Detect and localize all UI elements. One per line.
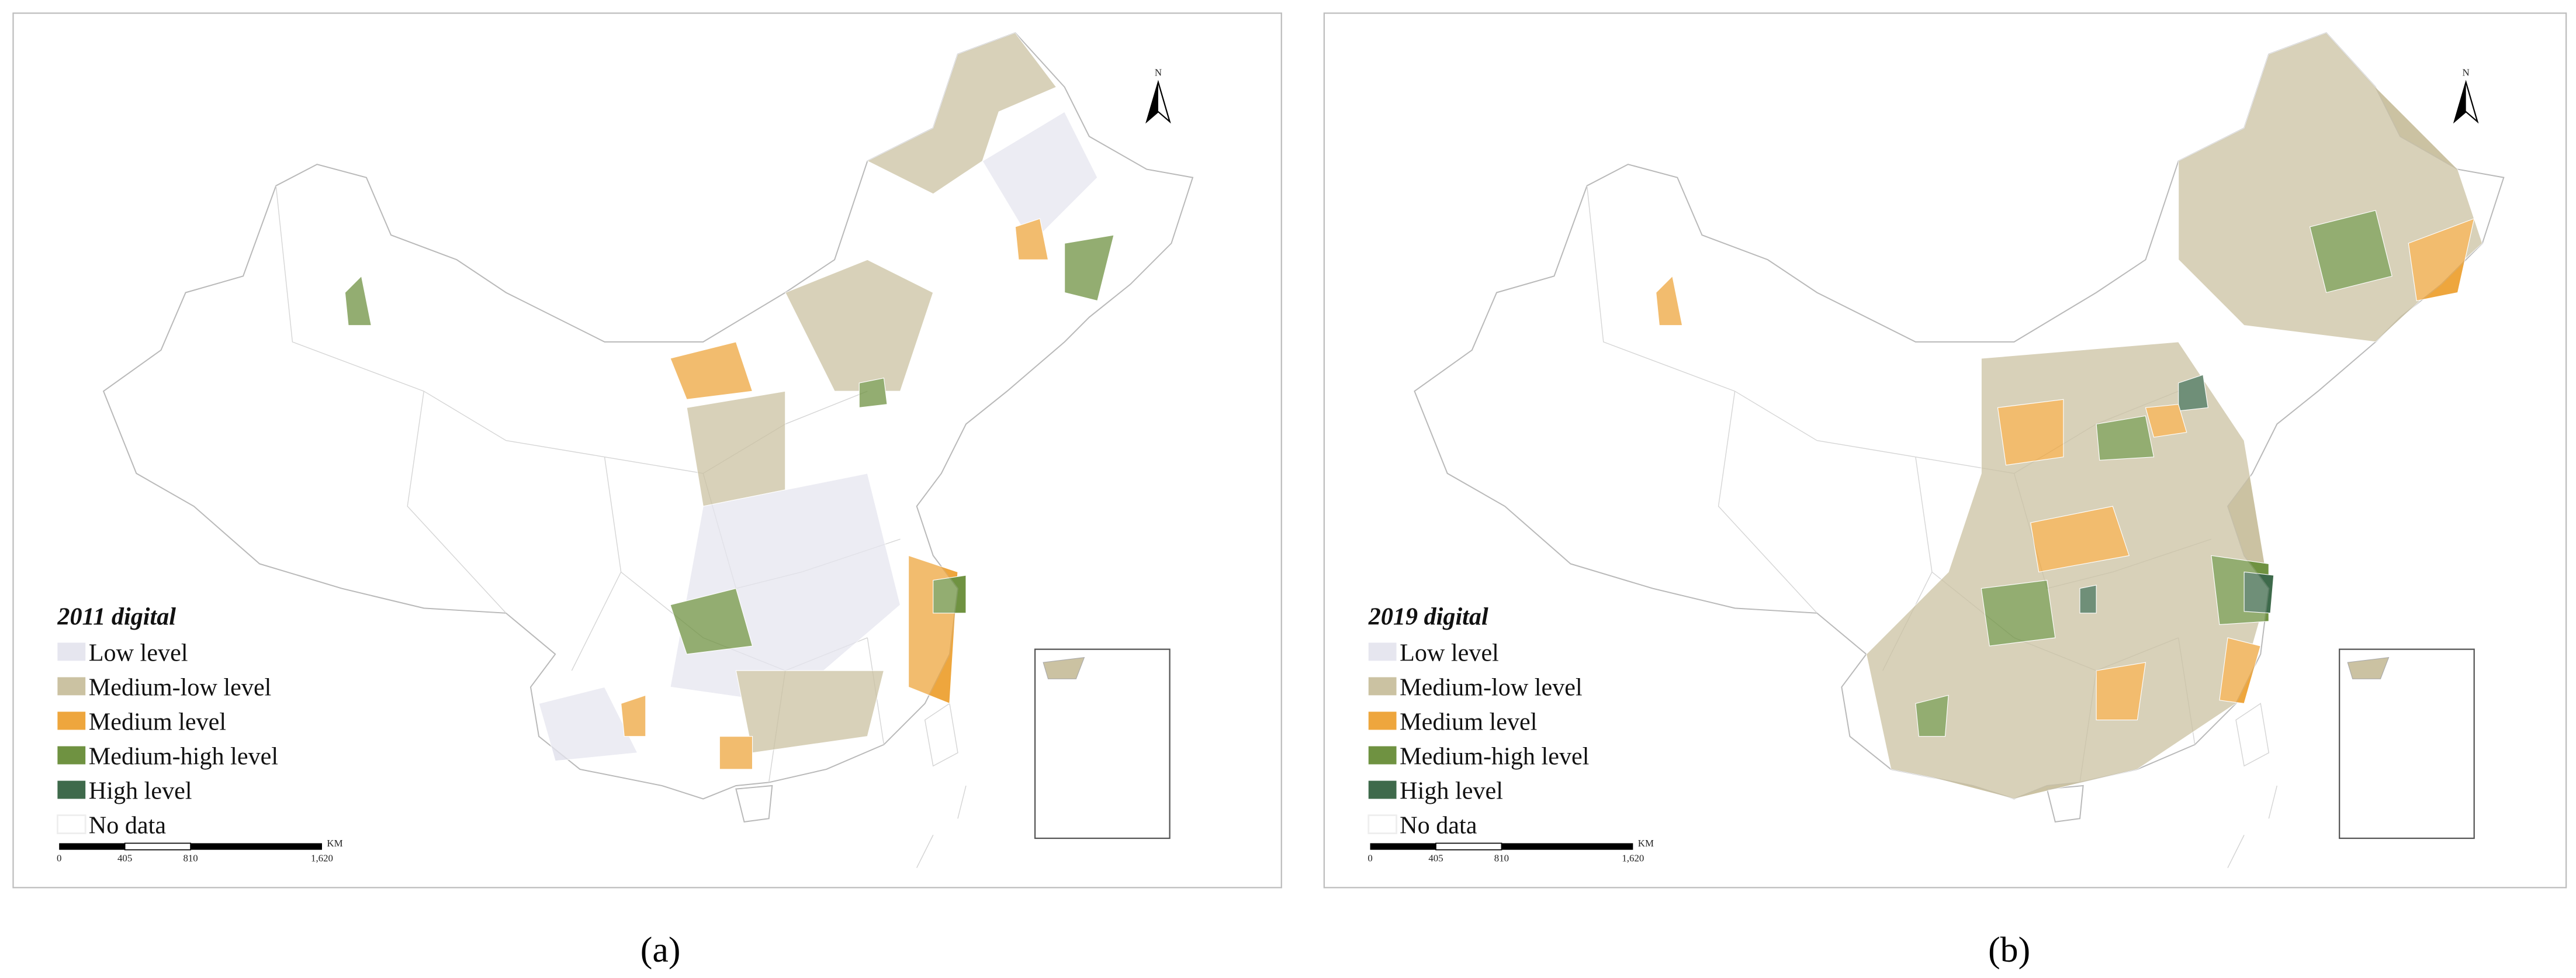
legend-label: No data [89,812,167,839]
north-label: N [2463,67,2470,78]
caption: (a) [640,930,681,970]
legend-label: Medium level [1400,708,1537,735]
scale-label: 810 [1494,852,1509,863]
scale-label: 0 [57,852,61,863]
inset-frame [2339,648,2475,839]
legend-label: No data [1400,812,1477,839]
scale-seg [1501,843,1633,850]
legend-title: 2011 digital [57,603,176,630]
scale-label: 0 [1367,852,1372,863]
scale-label: 1,620 [311,852,333,863]
legend-swatch [57,711,86,730]
scale-seg [1370,843,1436,850]
legend-label: Low level [1400,639,1499,666]
scale-unit: KM [327,838,342,849]
legend-label: High level [89,777,192,805]
caption: (b) [1988,930,2030,970]
legend-label: High level [1400,777,1503,805]
north-arrow-half [1147,82,1158,122]
map-panel: N 2011 digital Low level Medium-low level Me… [12,12,1282,889]
legend-label: Medium-high level [89,742,278,770]
scale-label: 405 [1428,852,1443,863]
legend-swatch [57,642,86,661]
legend-swatch [1368,677,1397,696]
legend-swatch [57,780,86,799]
legend-swatch [1368,711,1397,730]
legend-title: 2019 digital [1368,603,1488,630]
legend-swatch [1368,746,1397,765]
scale-label: 1,620 [1622,852,1644,863]
scale-label: 810 [183,852,198,863]
scale-seg [1435,842,1502,851]
scale-seg [124,842,191,851]
legend-label: Medium-low level [1400,673,1583,701]
legend-swatch [56,814,86,834]
north-label: N [1155,67,1162,78]
inset-islands [1043,657,1085,679]
legend-swatch [57,746,86,765]
legend-label: Medium-high level [1400,742,1589,770]
legend-label: Medium-low level [89,673,272,701]
scale-seg [191,843,322,850]
legend-label: Medium level [89,708,226,735]
north-arrow-half [2454,82,2466,122]
scale-seg [59,843,125,850]
scale-unit: KM [1638,838,1654,849]
inset-frame [1034,648,1171,839]
legend-swatch [1368,642,1397,661]
map-panel: N 2019 digital Low level Medium-low level Me… [1323,12,2567,889]
legend-swatch [57,677,86,696]
inset-islands [2347,657,2390,679]
legend-swatch [1368,780,1397,799]
legend-swatch [1367,814,1397,834]
legend-label: Low level [89,639,188,666]
scale-label: 405 [117,852,132,863]
